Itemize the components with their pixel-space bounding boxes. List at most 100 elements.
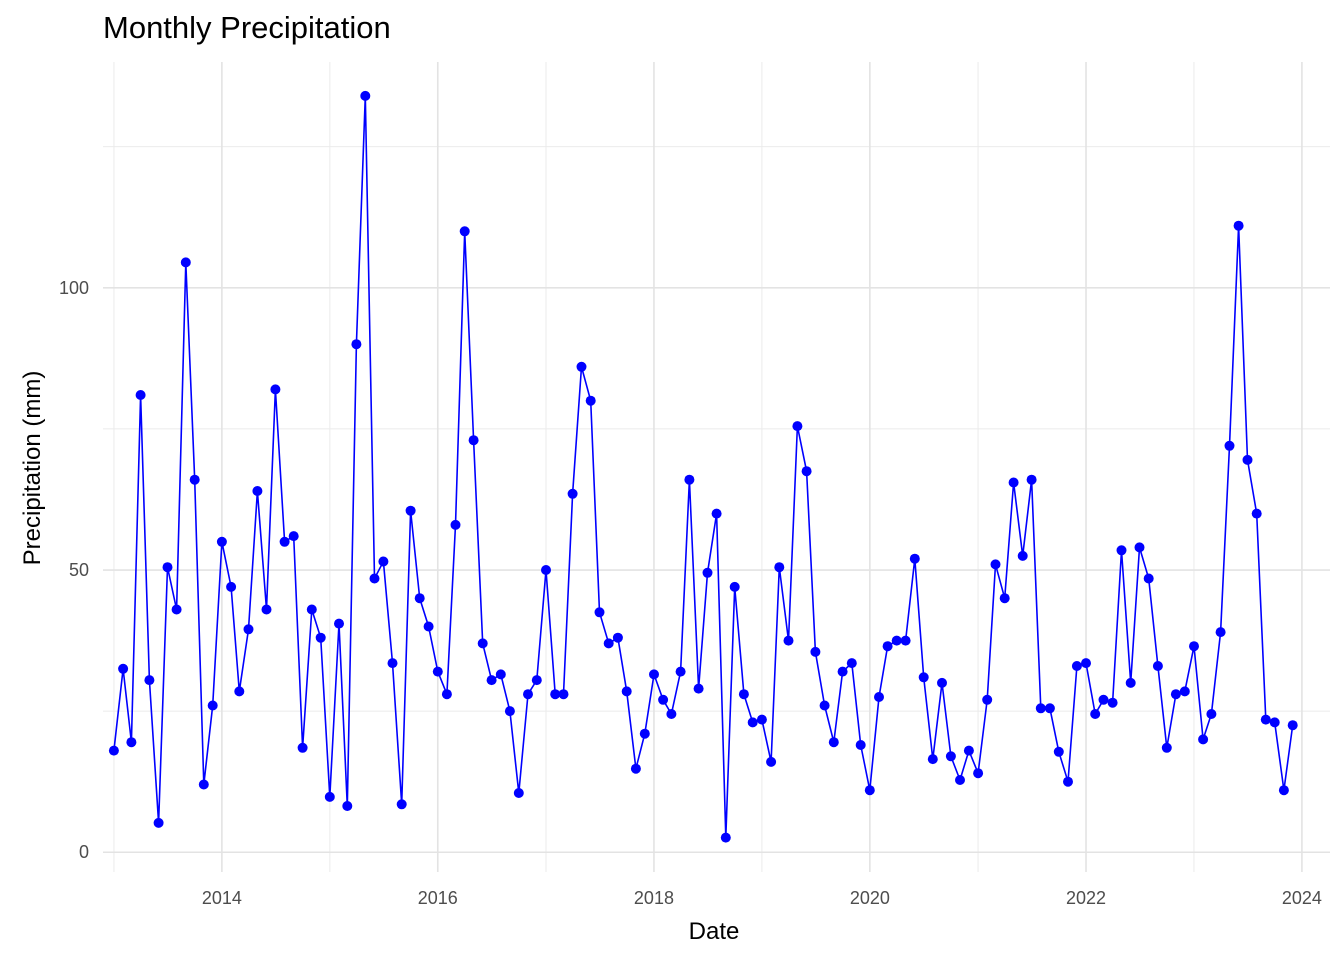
data-point (1206, 709, 1217, 719)
data-point (1152, 661, 1163, 671)
grid-major-y (103, 286, 1330, 854)
data-point (819, 700, 830, 711)
data-point (639, 728, 650, 739)
data-point (342, 801, 353, 811)
data-point (252, 486, 263, 496)
x-tick-label: 2018 (634, 888, 674, 908)
x-tick-label: 2024 (1282, 888, 1322, 908)
data-point (658, 694, 669, 705)
data-point (396, 799, 407, 810)
data-point (513, 788, 524, 798)
data-point (270, 384, 281, 395)
data-point (315, 632, 326, 643)
y-tick-label: 50 (69, 560, 89, 580)
data-point (982, 694, 993, 705)
data-point (234, 686, 245, 697)
data-point (990, 559, 1001, 570)
data-point (135, 390, 146, 400)
data-point (468, 435, 479, 446)
data-point (144, 675, 155, 686)
data-point (541, 565, 551, 575)
data-point (864, 785, 875, 796)
data-point (666, 709, 677, 719)
data-point (1179, 686, 1190, 697)
data-point (550, 689, 561, 700)
data-point (531, 675, 542, 686)
data-point (432, 666, 443, 677)
data-point (414, 593, 425, 604)
data-point (738, 689, 749, 700)
data-point (279, 536, 290, 547)
data-point (1008, 477, 1019, 488)
data-point (747, 717, 758, 728)
data-point (1170, 689, 1181, 700)
data-point (711, 508, 722, 519)
data-point (423, 621, 434, 632)
data-point (918, 672, 929, 683)
data-point (1035, 703, 1046, 714)
data-point (882, 641, 893, 652)
data-point (1251, 508, 1262, 519)
x-tick-label: 2020 (850, 888, 890, 908)
data-point (756, 714, 767, 725)
data-point (126, 737, 137, 748)
data-point (1269, 717, 1280, 728)
y-tick-labels: 0 50 100 (59, 278, 89, 862)
y-tick-label: 100 (59, 278, 89, 298)
data-point (306, 604, 317, 615)
data-point (1044, 703, 1055, 714)
data-point (180, 257, 191, 268)
data-point (801, 466, 812, 477)
y-tick-label: 0 (79, 842, 89, 862)
data-point (675, 666, 686, 677)
data-point (973, 768, 984, 779)
data-point (207, 700, 218, 711)
x-tick-labels: 2014 2016 2018 2020 2022 2024 (202, 888, 1322, 908)
data-point (486, 675, 497, 686)
data-point (1215, 627, 1226, 638)
data-point (1098, 694, 1109, 705)
data-point (766, 756, 777, 767)
data-point (720, 832, 731, 843)
data-point (955, 775, 965, 785)
data-point (576, 361, 587, 372)
data-point (523, 689, 533, 700)
data-point (837, 666, 848, 677)
data-point (594, 607, 605, 618)
data-point (1071, 661, 1082, 671)
data-point (162, 562, 173, 573)
data-point (297, 742, 308, 753)
data-point (927, 754, 938, 765)
data-point (450, 519, 461, 530)
data-point (1017, 550, 1028, 561)
data-point (216, 536, 227, 547)
data-point (846, 658, 857, 669)
data-point (1287, 720, 1298, 731)
data-point (171, 604, 182, 615)
data-point (1063, 776, 1073, 787)
data-point (153, 817, 164, 828)
data-point (612, 632, 623, 643)
data-point (909, 553, 920, 564)
data-point (1107, 697, 1118, 708)
data-point (477, 638, 488, 649)
data-point (874, 692, 884, 702)
data-point (1161, 742, 1172, 753)
data-point (702, 567, 713, 578)
data-point (1189, 641, 1199, 652)
data-point (585, 395, 596, 406)
data-point (684, 474, 695, 485)
x-axis-title: Date (689, 918, 740, 945)
data-point (693, 683, 704, 694)
data-point (189, 474, 200, 485)
x-tick-label: 2014 (202, 888, 242, 908)
data-point (495, 669, 506, 680)
data-point (891, 635, 902, 646)
data-point (1053, 746, 1064, 757)
data-point (198, 779, 209, 790)
data-point (351, 339, 362, 350)
data-point (774, 562, 785, 573)
data-point (334, 618, 344, 629)
series-line (113, 95, 1294, 839)
